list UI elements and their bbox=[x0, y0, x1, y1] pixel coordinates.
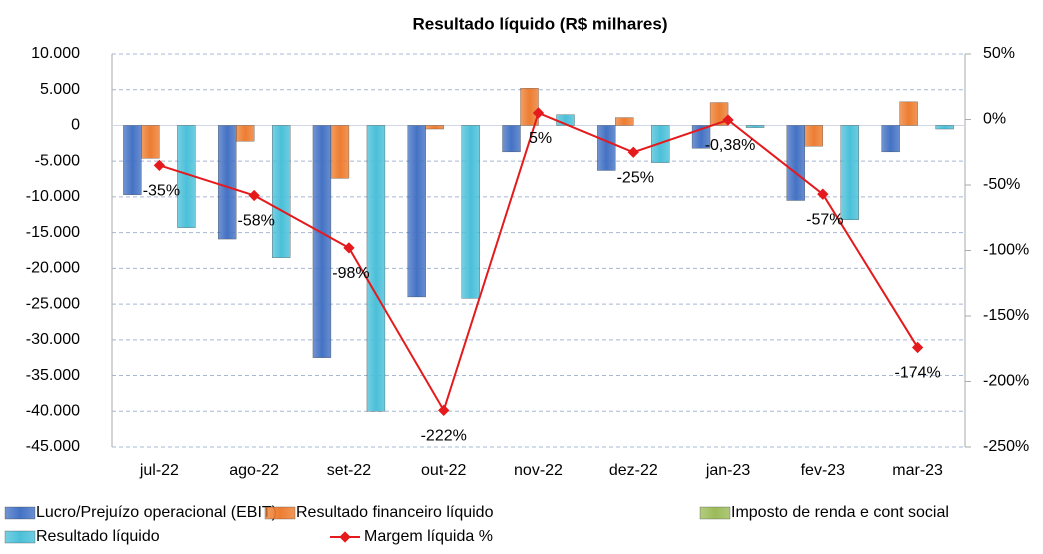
data-label: -35% bbox=[143, 183, 180, 200]
bar bbox=[312, 125, 332, 358]
bar bbox=[425, 125, 444, 130]
bar bbox=[236, 125, 255, 142]
x-tick-label: nov-22 bbox=[514, 462, 563, 479]
bar bbox=[615, 117, 634, 126]
y-tick-label: -25.000 bbox=[26, 295, 80, 312]
y2-tick-label: -50% bbox=[983, 176, 1020, 193]
bar bbox=[407, 125, 426, 298]
legend-label: Margem líquida % bbox=[364, 528, 493, 545]
y-tick-label: 10.000 bbox=[31, 45, 80, 62]
bar bbox=[899, 101, 918, 126]
bar bbox=[745, 125, 765, 128]
chart-title: Resultado líquido (R$ milhares) bbox=[412, 14, 667, 33]
marker bbox=[438, 404, 450, 416]
x-tick-label: dez-22 bbox=[609, 462, 658, 479]
x-tick-label: set-22 bbox=[327, 462, 372, 479]
marker bbox=[911, 341, 924, 354]
x-tick-label: ago-22 bbox=[229, 462, 279, 479]
data-label: -58% bbox=[237, 213, 274, 230]
bar bbox=[502, 125, 521, 153]
bar bbox=[218, 125, 237, 240]
bar bbox=[520, 88, 539, 126]
y-tick-label: -30.000 bbox=[26, 331, 80, 348]
data-label: 5% bbox=[529, 130, 552, 147]
legend-swatch bbox=[4, 506, 36, 520]
bar bbox=[366, 125, 386, 412]
y2-tick-label: -200% bbox=[983, 373, 1029, 390]
marker bbox=[817, 188, 829, 200]
y2-tick-label: 0% bbox=[983, 111, 1006, 128]
y-tick-label: -10.000 bbox=[26, 188, 80, 205]
y2-tick-label: -150% bbox=[983, 307, 1029, 324]
marker bbox=[153, 159, 166, 172]
legend-swatch bbox=[339, 531, 351, 543]
legend-label: Resultado líquido bbox=[36, 528, 160, 545]
y-tick-label: 5.000 bbox=[40, 81, 80, 98]
legend-label: Imposto de renda e cont social bbox=[731, 504, 949, 521]
bar bbox=[804, 125, 823, 147]
legend-label: Lucro/Prejuízo operacional (EBIT) bbox=[36, 504, 277, 521]
y-tick-label: -15.000 bbox=[26, 224, 80, 241]
legend-label: Resultado financeiro líquido bbox=[296, 504, 494, 521]
data-label: -174% bbox=[894, 365, 940, 382]
y-tick-label: -20.000 bbox=[26, 260, 80, 277]
data-label: -25% bbox=[617, 169, 654, 186]
x-tick-label: fev-23 bbox=[801, 462, 846, 479]
y-tick-label: -5.000 bbox=[35, 152, 80, 169]
y2-tick-label: -100% bbox=[983, 242, 1029, 259]
legend-swatch bbox=[699, 506, 731, 520]
bar bbox=[840, 125, 859, 220]
x-tick-label: jan-23 bbox=[705, 462, 751, 479]
y-tick-label: -40.000 bbox=[26, 402, 80, 419]
y2-tick-label: -250% bbox=[983, 438, 1029, 455]
bar bbox=[123, 125, 142, 195]
data-label: -98% bbox=[332, 265, 369, 282]
x-tick-label: mar-23 bbox=[892, 462, 943, 479]
marker bbox=[627, 146, 639, 158]
bar bbox=[935, 125, 954, 130]
legend-swatch bbox=[264, 506, 296, 520]
bar bbox=[141, 125, 160, 159]
x-tick-label: jul-22 bbox=[139, 462, 179, 479]
bar bbox=[597, 125, 616, 171]
x-tick-label: out-22 bbox=[421, 462, 466, 479]
bar bbox=[461, 125, 480, 299]
y-tick-label: 0 bbox=[71, 117, 80, 134]
bar bbox=[881, 125, 900, 153]
y-tick-label: -45.000 bbox=[26, 438, 80, 455]
data-label: -57% bbox=[806, 211, 843, 228]
data-label: -222% bbox=[421, 428, 467, 445]
y-tick-label: -35.000 bbox=[26, 367, 80, 384]
bar bbox=[786, 125, 805, 201]
legend-swatch bbox=[4, 530, 36, 544]
bar bbox=[272, 125, 291, 258]
marker bbox=[248, 189, 260, 202]
marker bbox=[343, 242, 355, 254]
y2-tick-label: 50% bbox=[983, 45, 1015, 62]
bar bbox=[330, 125, 350, 179]
data-label: -0,38% bbox=[705, 137, 756, 154]
